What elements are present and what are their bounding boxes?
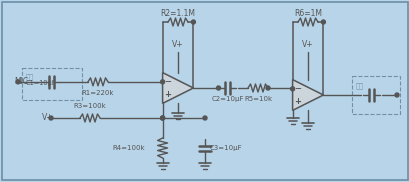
Text: R6=1M: R6=1M — [293, 9, 321, 19]
Text: MIC: MIC — [14, 77, 28, 86]
Text: 可选: 可选 — [26, 73, 34, 80]
Text: 可选: 可选 — [355, 82, 363, 89]
Circle shape — [160, 80, 164, 84]
Text: R2=1.1M: R2=1.1M — [160, 9, 195, 19]
Text: C3=10μF: C3=10μF — [209, 145, 242, 151]
Text: V+: V+ — [301, 40, 313, 49]
Circle shape — [394, 93, 398, 97]
Circle shape — [160, 116, 164, 120]
Text: +: + — [164, 90, 171, 99]
Text: R4=100k: R4=100k — [112, 145, 144, 151]
Text: +: + — [293, 97, 300, 106]
Text: R1=220k: R1=220k — [81, 90, 114, 96]
Circle shape — [290, 87, 294, 91]
Text: C2=10μF: C2=10μF — [211, 96, 244, 102]
Polygon shape — [292, 80, 323, 110]
Text: −: − — [293, 84, 300, 93]
Circle shape — [216, 86, 220, 90]
Text: V+: V+ — [172, 40, 183, 49]
Bar — [22, 68, 82, 100]
Circle shape — [265, 86, 270, 90]
Circle shape — [16, 80, 20, 84]
Text: −: − — [164, 77, 171, 86]
Polygon shape — [162, 73, 193, 103]
Circle shape — [49, 116, 53, 120]
Bar — [351, 76, 399, 114]
Circle shape — [202, 116, 207, 120]
Circle shape — [160, 116, 164, 120]
Circle shape — [321, 20, 325, 24]
Text: V+: V+ — [42, 114, 54, 122]
Circle shape — [191, 20, 195, 24]
Text: R5=10k: R5=10k — [243, 96, 272, 102]
Text: C1=10μF: C1=10μF — [26, 80, 56, 86]
Text: R3=100k: R3=100k — [74, 103, 106, 109]
